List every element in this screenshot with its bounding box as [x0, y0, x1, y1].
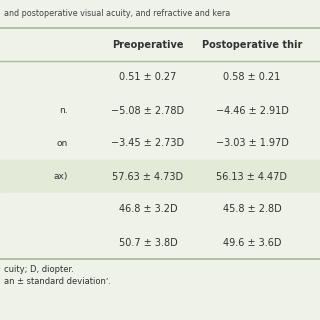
- Bar: [0, 160, 320, 193]
- Text: −3.45 ± 2.73D: −3.45 ± 2.73D: [111, 139, 185, 148]
- Text: 0.58 ± 0.21: 0.58 ± 0.21: [223, 73, 281, 83]
- Text: 46.8 ± 3.2D: 46.8 ± 3.2D: [119, 204, 177, 214]
- Text: 0.51 ± 0.27: 0.51 ± 0.27: [119, 73, 177, 83]
- Text: ax): ax): [54, 172, 68, 181]
- Bar: [0, 61, 320, 94]
- Text: 45.8 ± 2.8D: 45.8 ± 2.8D: [223, 204, 281, 214]
- Bar: [0, 0, 320, 28]
- Text: n.: n.: [60, 106, 68, 115]
- Text: an ± standard deviationʼ.: an ± standard deviationʼ.: [4, 276, 111, 285]
- Text: 50.7 ± 3.8D: 50.7 ± 3.8D: [119, 237, 177, 247]
- Bar: [0, 28, 320, 61]
- Text: Preoperative: Preoperative: [112, 39, 184, 50]
- Text: 49.6 ± 3.6D: 49.6 ± 3.6D: [223, 237, 281, 247]
- Bar: [0, 193, 320, 226]
- Text: 57.63 ± 4.73D: 57.63 ± 4.73D: [112, 172, 184, 181]
- Text: −3.03 ± 1.97D: −3.03 ± 1.97D: [216, 139, 288, 148]
- Text: −4.46 ± 2.91D: −4.46 ± 2.91D: [216, 106, 288, 116]
- Bar: [0, 226, 320, 259]
- Text: on: on: [57, 139, 68, 148]
- Bar: [0, 259, 320, 309]
- Text: cuity; D, diopter.: cuity; D, diopter.: [4, 265, 74, 274]
- Text: and postoperative visual acuity, and refractive and kera: and postoperative visual acuity, and ref…: [4, 10, 230, 19]
- Text: 56.13 ± 4.47D: 56.13 ± 4.47D: [217, 172, 287, 181]
- Bar: [0, 94, 320, 127]
- Text: Postoperative thir: Postoperative thir: [202, 39, 302, 50]
- Bar: [0, 127, 320, 160]
- Text: −5.08 ± 2.78D: −5.08 ± 2.78D: [111, 106, 185, 116]
